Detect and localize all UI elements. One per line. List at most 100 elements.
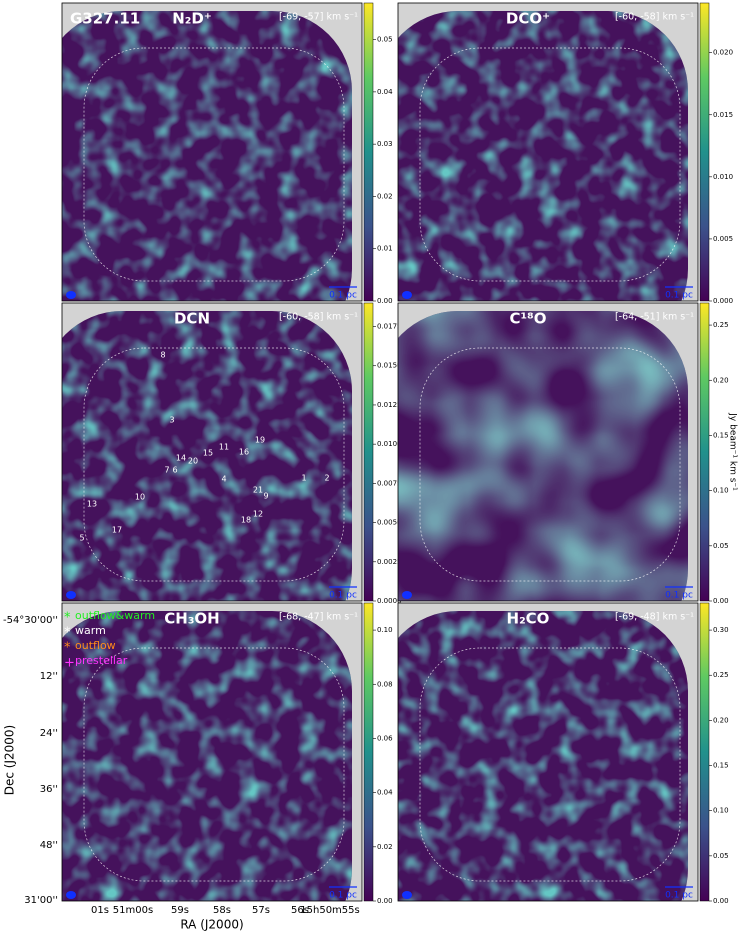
colorbar-tick-label: 0.020 xyxy=(713,49,733,57)
y-tick-label: 48'' xyxy=(40,840,58,851)
colorbar-tick-label: 0.01 xyxy=(377,245,393,253)
velocity-range: [-69, -57] km s⁻¹ xyxy=(279,12,358,23)
map-emission xyxy=(62,311,352,601)
x-tick-label: 59s xyxy=(171,905,189,916)
colorbar-tick-label: 0.00 xyxy=(377,897,393,905)
colorbar-tick-label: 0.00 xyxy=(377,297,393,305)
legend-label: warm xyxy=(75,624,106,637)
frame xyxy=(397,602,699,902)
panel-title: DCN xyxy=(174,310,210,328)
source-label: 8 xyxy=(160,351,165,360)
beam xyxy=(402,291,412,299)
colorbar xyxy=(699,302,710,602)
legend-marker: * xyxy=(64,641,71,656)
map-image xyxy=(398,611,688,901)
colorbar-tick-label: 0.005 xyxy=(713,235,733,243)
colorbar-tick-label: 0.05 xyxy=(713,852,729,860)
beam xyxy=(402,891,412,899)
source-label: 1 xyxy=(301,474,306,483)
beam xyxy=(66,891,76,899)
colorbar-tick-label: 0.10 xyxy=(377,626,393,634)
colorbar-tick-label: 0.10 xyxy=(713,487,729,495)
beam xyxy=(402,591,412,599)
map-image xyxy=(398,311,688,601)
map-image xyxy=(62,311,352,601)
source-label: 18 xyxy=(241,516,251,525)
colorbar-tick-label: 0.010 xyxy=(713,173,733,181)
scale-bar-label: 0.1 pc xyxy=(665,891,693,901)
colorbar-tick-label: 0.04 xyxy=(377,789,393,797)
source-label: 5 xyxy=(79,534,84,543)
panel-title: CH₃OH xyxy=(164,610,219,628)
source-label: 17 xyxy=(112,526,122,535)
scale-bar-label: 0.1 pc xyxy=(329,591,357,601)
coverage-contour xyxy=(83,47,345,282)
colorbar-tick-label: 0.0100 xyxy=(377,440,402,448)
source-label: 15 xyxy=(203,449,213,458)
colorbar-tick-label: 0.0050 xyxy=(377,519,402,527)
colorbar xyxy=(699,2,710,302)
y-tick-label: 24'' xyxy=(40,728,58,739)
beam xyxy=(66,291,76,299)
scale-bar-label: 0.1 pc xyxy=(329,291,357,301)
x-axis-label: RA (J2000) xyxy=(180,918,243,932)
y-tick-label: 36'' xyxy=(40,784,58,795)
colorbar-tick-label: 0.0150 xyxy=(377,362,402,370)
source-label: 6 xyxy=(172,466,177,475)
panel-title: DCO⁺ xyxy=(506,10,550,28)
legend-label: outflow&warm xyxy=(75,609,155,622)
frame xyxy=(61,2,363,302)
colorbar-tick-label: 0.02 xyxy=(377,843,393,851)
source-label: 4 xyxy=(221,475,226,484)
source-label: 2 xyxy=(324,474,329,483)
y-axis-label: Dec (J2000) xyxy=(3,725,17,795)
colorbar-tick-label: 0.02 xyxy=(377,192,393,200)
panel-title: N₂D⁺ xyxy=(172,10,212,28)
colorbar-tick-label: 0.10 xyxy=(713,807,729,815)
colorbar-tick-label: 0.05 xyxy=(377,36,393,44)
source-label: 21 xyxy=(253,486,263,495)
colorbar xyxy=(699,602,710,902)
colorbar-tick-label: 0.04 xyxy=(377,88,393,96)
frame xyxy=(397,2,699,302)
legend-label: outflow xyxy=(75,639,116,652)
legend-marker: + xyxy=(64,656,75,671)
map-emission xyxy=(62,11,352,301)
legend-marker: * xyxy=(64,611,71,626)
coverage-contour xyxy=(83,347,345,582)
source-label: 16 xyxy=(239,448,249,457)
coverage-contour xyxy=(419,647,681,882)
scale-bar-label: 0.1 pc xyxy=(665,591,693,601)
source-label: 12 xyxy=(253,510,263,519)
y-tick-label: 31'00'' xyxy=(24,895,58,906)
coverage-contour xyxy=(419,347,681,582)
source-label: 20 xyxy=(188,457,198,466)
colorbar-tick-label: 0.05 xyxy=(713,542,729,550)
map-emission xyxy=(398,611,688,901)
x-tick-label: 58s xyxy=(213,905,231,916)
beam xyxy=(66,591,76,599)
colorbar-tick-label: 0.15 xyxy=(713,431,729,439)
colorbar-tick-label: 0.0000 xyxy=(377,597,402,605)
colorbar-tick-label: 0.015 xyxy=(713,111,733,119)
panel-title: C¹⁸O xyxy=(510,310,547,328)
x-tick-label: 01s xyxy=(91,905,109,916)
colorbar-tick-label: 0.0125 xyxy=(377,401,402,409)
velocity-range: [-68, -47] km s⁻¹ xyxy=(279,612,358,623)
colorbar-tick-label: 0.25 xyxy=(713,671,729,679)
source-label: 9 xyxy=(263,492,268,501)
colorbar-tick-label: 0.0175 xyxy=(377,323,402,331)
map-image xyxy=(62,11,352,301)
legend-label: prestellar xyxy=(75,654,128,667)
map-emission xyxy=(398,311,688,601)
map-emission xyxy=(398,11,688,301)
field-name: G327.11 xyxy=(70,10,140,28)
colorbar-tick-label: 0.08 xyxy=(377,680,393,688)
colorbar-tick-label: 0.00 xyxy=(713,897,729,905)
frame xyxy=(61,302,363,602)
colorbar-tick-label: 0.06 xyxy=(377,734,393,742)
frame xyxy=(61,602,363,902)
coverage-contour xyxy=(83,647,345,882)
